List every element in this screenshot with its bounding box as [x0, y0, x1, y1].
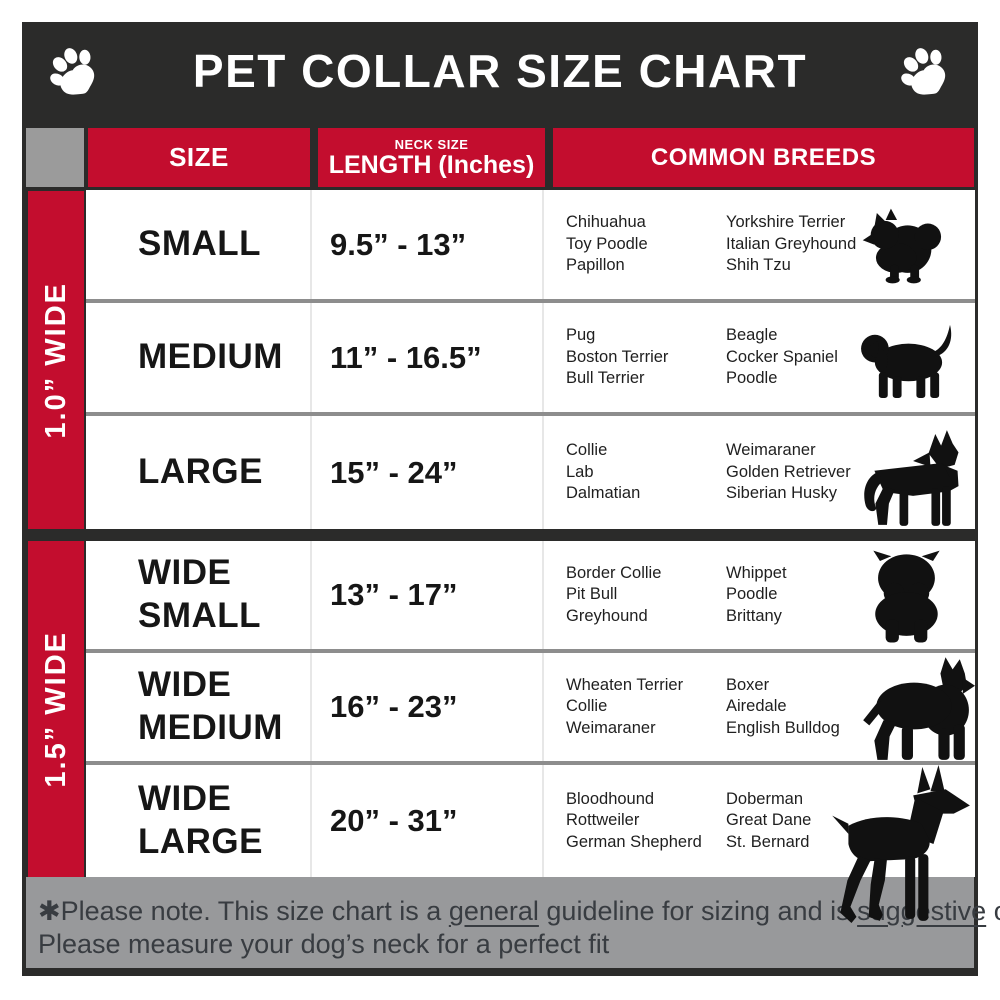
breeds-column-2: Doberman Great Dane St. Bernard: [726, 789, 812, 851]
size-label: LARGE: [86, 416, 312, 529]
page-title: PET COLLAR SIZE CHART: [192, 45, 808, 97]
neck-range: 15” - 24”: [312, 416, 544, 529]
corner-spacer: [26, 128, 84, 187]
fluffy-toy-dog-icon: [861, 208, 949, 284]
group-label-1-5-inch-wide: 1.5” WIDE: [28, 541, 84, 877]
size-label: WIDE MEDIUM: [86, 653, 312, 761]
neck-range: 13” - 17”: [312, 541, 544, 649]
table-row-wide-small: WIDE SMALL 13” - 17” Border Collie Pit B…: [86, 541, 975, 653]
breeds-column-1: Bloodhound Rottweiler German Shepherd: [566, 789, 702, 851]
group-label-1-inch-wide: 1.0” WIDE: [28, 191, 84, 529]
size-label: WIDE LARGE: [86, 765, 312, 877]
breeds-column-2: Beagle Cocker Spaniel Poodle: [726, 326, 838, 388]
size-label: MEDIUM: [86, 303, 312, 412]
table-row-wide-large: WIDE LARGE 20” - 31” Bloodhound Rottweil…: [86, 765, 975, 923]
neck-range: 20” - 31”: [312, 765, 544, 877]
breeds-cell: Collie Lab Dalmatian Weimaraner Golden R…: [544, 416, 975, 529]
neck-range: 16” - 23”: [312, 653, 544, 761]
size-label: WIDE SMALL: [86, 541, 312, 649]
column-header-neck-size-top: NECK SIZE: [394, 136, 469, 152]
breeds-cell: Wheaten Terrier Collie Weimaraner Boxer …: [544, 653, 975, 761]
breeds-cell: Pug Boston Terrier Bull Terrier Beagle C…: [544, 303, 975, 412]
breeds-cell: Chihuahua Toy Poodle Papillon Yorkshire …: [544, 190, 975, 299]
column-header-size: SIZE: [88, 128, 310, 187]
size-table-body: SMALL 9.5” - 13” Chihuahua Toy Poodle Pa…: [86, 190, 975, 923]
table-row-medium: MEDIUM 11” - 16.5” Pug Boston Terrier Bu…: [86, 303, 975, 416]
table-row-small: SMALL 9.5” - 13” Chihuahua Toy Poodle Pa…: [86, 190, 975, 303]
note-line-2: Please measure your dog’s neck for a per…: [38, 929, 610, 959]
breeds-column-1: Chihuahua Toy Poodle Papillon: [566, 213, 648, 275]
breeds-column-2: Weimaraner Golden Retriever Siberian Hus…: [726, 441, 851, 503]
bulldog-front-icon: [861, 549, 951, 645]
breeds-column-1: Wheaten Terrier Collie Weimaraner: [566, 675, 684, 737]
column-header-neck-size-main: LENGTH (Inches): [328, 150, 535, 179]
breeds-column-1: Collie Lab Dalmatian: [566, 441, 641, 503]
breeds-column-2: Boxer Airedale English Bulldog: [726, 675, 840, 737]
breeds-column-2: Whippet Poodle Brittany: [726, 563, 787, 625]
column-header-neck-size: NECK SIZE LENGTH (Inches): [318, 128, 545, 187]
column-header-common-breeds: COMMON BREEDS: [553, 128, 974, 187]
paw-print-icon: [893, 42, 955, 104]
table-row-wide-medium: WIDE MEDIUM 16” - 23” Wheaten Terrier Co…: [86, 653, 975, 765]
table-row-large: LARGE 15” - 24” Collie Lab Dalmatian Wei…: [86, 416, 975, 529]
breeds-column-2: Yorkshire Terrier Italian Greyhound Shih…: [726, 213, 857, 275]
shepherd-dog-icon: [857, 425, 973, 529]
beagle-dog-icon: [851, 317, 965, 401]
neck-range: 9.5” - 13”: [312, 190, 544, 299]
neck-range: 11” - 16.5”: [312, 303, 544, 412]
doberman-dog-icon: [817, 765, 975, 927]
section-separator: [86, 529, 975, 541]
breeds-cell: Border Collie Pit Bull Greyhound Whippet…: [544, 541, 975, 649]
paw-print-icon: [42, 42, 104, 104]
pitbull-dog-icon: [853, 645, 975, 763]
breeds-cell: Bloodhound Rottweiler German Shepherd Do…: [544, 765, 975, 923]
breeds-column-1: Border Collie Pit Bull Greyhound: [566, 563, 662, 625]
size-label: SMALL: [86, 190, 312, 299]
breeds-column-1: Pug Boston Terrier Bull Terrier: [566, 326, 669, 388]
